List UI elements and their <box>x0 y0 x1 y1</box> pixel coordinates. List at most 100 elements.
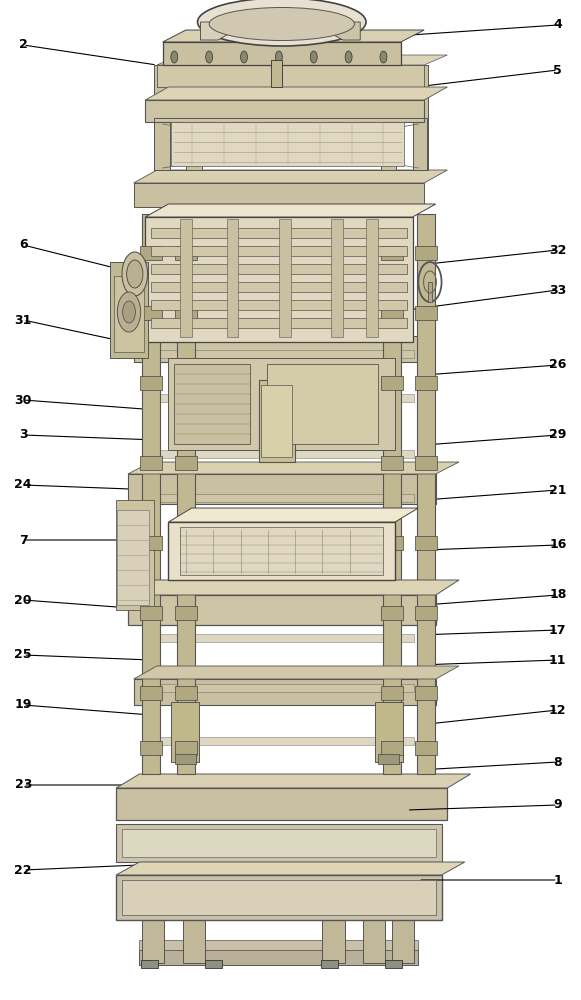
Bar <box>227 219 238 337</box>
Text: 29: 29 <box>549 428 566 442</box>
Bar <box>415 741 437 755</box>
Circle shape <box>117 292 141 332</box>
Bar <box>171 122 404 166</box>
Text: 5: 5 <box>553 64 562 77</box>
Text: 31: 31 <box>15 314 32 326</box>
Bar <box>157 65 424 87</box>
Polygon shape <box>116 862 465 875</box>
Text: 33: 33 <box>549 284 566 296</box>
Bar <box>163 42 401 65</box>
Bar <box>144 684 414 692</box>
Bar <box>261 385 292 457</box>
Polygon shape <box>128 580 459 595</box>
Polygon shape <box>163 30 424 42</box>
Bar <box>122 829 436 857</box>
Bar <box>151 228 407 238</box>
Bar <box>186 65 202 170</box>
Bar <box>140 536 162 550</box>
Circle shape <box>241 51 248 63</box>
Polygon shape <box>157 55 447 65</box>
Bar <box>168 522 395 580</box>
Bar <box>140 376 162 390</box>
Bar <box>381 246 403 260</box>
Bar <box>134 183 424 207</box>
Text: 23: 23 <box>15 778 32 792</box>
Text: 21: 21 <box>549 484 566 496</box>
Bar <box>154 65 170 170</box>
Bar <box>142 214 160 774</box>
Bar <box>175 306 197 320</box>
Polygon shape <box>311 22 360 40</box>
Bar <box>321 960 338 968</box>
Bar <box>428 282 432 302</box>
Bar <box>141 960 158 968</box>
Bar <box>145 100 424 122</box>
Bar <box>134 336 424 362</box>
Text: 20: 20 <box>15 593 32 606</box>
Bar <box>415 246 437 260</box>
Bar <box>116 875 442 920</box>
Bar <box>175 741 197 755</box>
Text: 24: 24 <box>15 479 32 491</box>
Bar <box>128 474 436 504</box>
Bar <box>267 364 378 444</box>
Text: 16: 16 <box>549 538 566 552</box>
Text: 3: 3 <box>19 428 27 442</box>
Bar <box>117 510 149 605</box>
Bar <box>144 580 414 588</box>
Circle shape <box>310 51 317 63</box>
Bar <box>175 246 197 260</box>
Bar <box>413 65 428 170</box>
Bar <box>180 219 192 337</box>
Polygon shape <box>134 666 459 679</box>
Circle shape <box>123 301 135 323</box>
Bar <box>175 606 197 620</box>
Bar <box>383 214 401 774</box>
Circle shape <box>345 51 352 63</box>
Bar <box>140 686 162 700</box>
Bar <box>381 65 396 170</box>
Bar <box>177 214 195 774</box>
Bar <box>415 456 437 470</box>
Text: 11: 11 <box>549 654 566 666</box>
Bar <box>381 306 403 320</box>
Polygon shape <box>200 22 250 40</box>
Text: 22: 22 <box>15 863 32 876</box>
Text: 1: 1 <box>553 874 562 886</box>
Text: 8: 8 <box>554 756 562 768</box>
Text: 30: 30 <box>15 393 32 406</box>
Bar <box>271 60 282 87</box>
Bar <box>144 634 414 642</box>
Bar <box>151 318 407 328</box>
Ellipse shape <box>209 7 354 40</box>
Bar <box>174 364 250 444</box>
Text: 12: 12 <box>549 704 566 716</box>
Bar <box>128 595 436 625</box>
Circle shape <box>275 51 282 63</box>
Text: 17: 17 <box>549 624 566 637</box>
Bar <box>139 950 418 965</box>
Bar <box>140 456 162 470</box>
Bar <box>415 686 437 700</box>
Bar <box>415 606 437 620</box>
Bar <box>175 754 196 764</box>
Bar <box>116 500 154 610</box>
Bar <box>151 246 407 256</box>
Bar <box>140 741 162 755</box>
Bar <box>180 527 383 575</box>
Bar <box>322 915 345 963</box>
Bar <box>142 915 164 963</box>
Text: 4: 4 <box>553 18 562 31</box>
Text: 7: 7 <box>19 534 28 546</box>
Text: 6: 6 <box>19 238 27 251</box>
Bar <box>144 450 414 458</box>
Bar <box>183 915 205 963</box>
Circle shape <box>127 260 143 288</box>
Text: 9: 9 <box>554 798 562 812</box>
Bar <box>415 376 437 390</box>
Bar <box>381 686 403 700</box>
Bar <box>175 536 197 550</box>
Bar <box>279 219 290 337</box>
Bar <box>331 219 343 337</box>
Bar <box>122 880 436 915</box>
